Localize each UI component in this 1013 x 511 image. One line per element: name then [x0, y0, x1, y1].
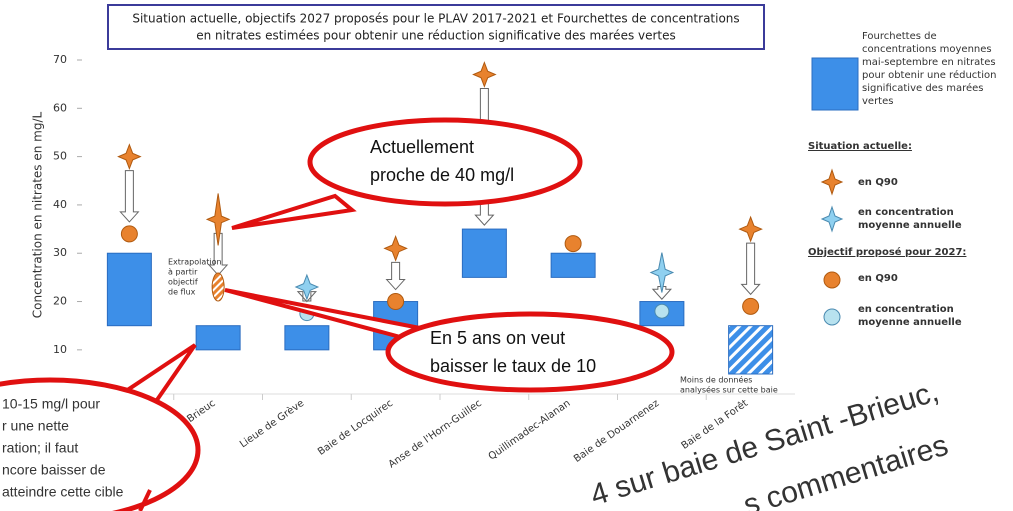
callout-pointer	[138, 489, 152, 511]
legend-range: Fourchettes de concentrations moyennes m…	[862, 31, 997, 107]
y-tick-label: 40	[53, 198, 67, 211]
arrow	[208, 232, 229, 276]
chart-title: en nitrates estimées pour obtenir une ré…	[196, 29, 676, 43]
y-tick-label: 60	[53, 101, 67, 114]
legend-swatch	[811, 57, 859, 111]
legend-symbol	[823, 271, 841, 289]
legend-symbol	[820, 168, 844, 196]
bubble-line: r une nette	[2, 418, 69, 434]
bubble-line: atteindre cette cible	[2, 484, 124, 500]
mean-objective	[654, 303, 670, 319]
arrow	[296, 291, 317, 303]
chart-title: Situation actuelle, objectifs 2027 propo…	[132, 12, 739, 26]
legend-item: en concentration moyenne annuelle	[858, 207, 962, 231]
q90-objective	[120, 225, 138, 243]
range-box	[550, 252, 596, 278]
q90-objective	[211, 272, 225, 302]
note: de flux	[168, 288, 196, 297]
q90-star	[117, 143, 142, 171]
callout-text: En 5 ans on veut	[430, 328, 565, 348]
legend-item: en concentration moyenne annuelle	[858, 304, 962, 328]
y-tick-label: 30	[53, 246, 67, 259]
q90-objective	[742, 297, 760, 315]
title-box	[107, 4, 765, 50]
callout	[385, 311, 675, 393]
callout-text: proche de 40 mg/l	[370, 165, 514, 185]
q90-objective	[387, 293, 405, 311]
bubble-line: ncore baisser de	[2, 462, 106, 478]
bubble-line: ration; il faut	[2, 440, 78, 456]
callout-text: Actuellement	[370, 137, 474, 157]
y-tick-label: 20	[53, 295, 67, 308]
note: analysées sur cette baie	[680, 385, 778, 395]
range-box	[106, 252, 152, 327]
y-tick-label: 70	[53, 53, 67, 66]
legend-item: en Q90	[858, 177, 898, 188]
range-box	[728, 325, 774, 375]
callout-text: baisser le taux de 10	[430, 356, 596, 376]
legend-heading: Objectif proposé pour 2027:	[808, 247, 967, 258]
note: objectif	[168, 278, 198, 287]
legend-heading: Situation actuelle:	[808, 141, 912, 152]
range-box	[195, 325, 241, 351]
note: Moins de données	[680, 375, 752, 385]
mean-star	[294, 273, 320, 301]
y-tick-label: 10	[53, 343, 67, 356]
mean-star	[649, 252, 675, 293]
arrow	[740, 242, 761, 296]
arrow	[119, 170, 140, 223]
y-axis-label: Concentration en nitrates en mg/L	[31, 111, 45, 318]
note: Extrapolation	[168, 258, 222, 267]
note: à partir	[168, 268, 198, 277]
q90-star	[205, 193, 231, 246]
q90-objective	[564, 235, 582, 253]
q90-star	[383, 234, 408, 262]
q90-star	[472, 61, 497, 88]
y-tick-label: 50	[53, 150, 67, 163]
legend-item: en Q90	[858, 273, 898, 284]
callout	[307, 117, 583, 207]
callout	[0, 377, 201, 511]
bubble-line: 10-15 mg/l pour	[2, 396, 100, 412]
arrow	[651, 286, 672, 300]
q90-star	[738, 215, 763, 243]
arrow	[385, 261, 406, 291]
range-box	[461, 228, 507, 278]
legend-symbol	[820, 205, 844, 233]
legend-symbol	[823, 308, 841, 326]
bubble-text: 10-15 mg/l pour r une nette ration; il f…	[2, 396, 124, 500]
callout-pointer	[231, 193, 357, 230]
range-box	[284, 325, 330, 351]
